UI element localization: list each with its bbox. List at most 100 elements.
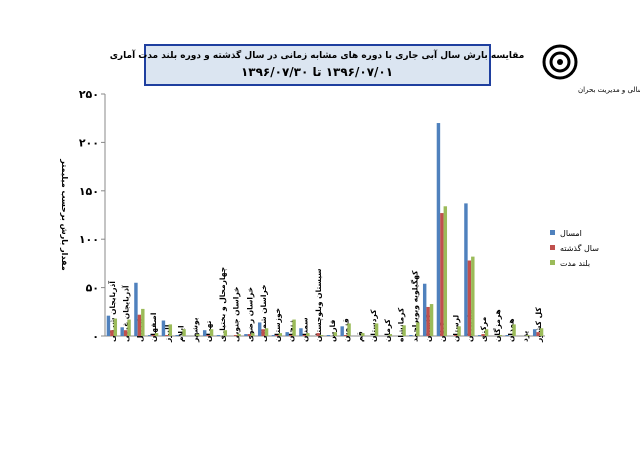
legend-swatch: [550, 230, 555, 235]
bar: [120, 327, 124, 336]
bar: [127, 319, 131, 336]
bar: [326, 335, 331, 336]
legend-label: سال گذشته: [560, 243, 599, 253]
bar: [429, 304, 434, 336]
bar: [512, 324, 516, 336]
x-tick-label: زنجان: [287, 320, 296, 342]
bar: [343, 335, 348, 336]
bar: [498, 335, 503, 336]
title-box: [144, 44, 491, 86]
bar: [247, 334, 252, 336]
bar: [216, 335, 221, 336]
legend-swatch: [550, 260, 555, 265]
bar: [471, 256, 475, 336]
chart-title: مقایسه بارش سال آبی جاری با دوره های مشا…: [110, 49, 525, 61]
legend-label: امسال: [560, 229, 582, 238]
x-tick-label: خراسان شمالی: [259, 285, 268, 342]
bar: [440, 213, 444, 336]
y-tick-label: ۱۰۰: [79, 233, 99, 246]
bar: [237, 334, 241, 336]
y-tick-label: ۲۰۰: [79, 136, 99, 149]
bar: [443, 206, 448, 336]
x-tick-label: سمنان: [300, 317, 309, 342]
bar: [464, 203, 468, 336]
bar: [223, 330, 228, 336]
bar: [161, 320, 166, 336]
bar: [154, 333, 159, 336]
x-tick-label: کردستان: [369, 309, 378, 342]
bar: [347, 323, 351, 336]
logo: [542, 44, 578, 80]
bar: [340, 326, 344, 336]
x-tick-label: قم: [355, 331, 364, 342]
x-tick-label: کل کشور: [534, 307, 543, 343]
y-tick-label: ۵۰: [86, 282, 99, 295]
bar: [374, 323, 379, 336]
bar: [257, 322, 262, 336]
bar: [251, 333, 255, 336]
bar: [539, 328, 544, 336]
x-tick-label: یزد: [520, 330, 529, 342]
x-tick-label: فارس: [328, 320, 337, 342]
x-tick-label: چهارمحال و بختیاری: [218, 267, 227, 342]
y-axis-label: مقدار بارش برحسب میلیمتر: [59, 158, 69, 270]
bar: [453, 335, 458, 336]
bar: [288, 335, 293, 336]
bar: [168, 324, 173, 336]
bar: [141, 308, 145, 336]
bar: [299, 328, 303, 336]
bar: [261, 329, 265, 336]
bar: [285, 332, 289, 336]
x-tick-label: قزوین: [342, 318, 351, 342]
x-tick-label: بوشهر: [190, 317, 199, 343]
bar: [206, 335, 210, 336]
x-tick-label: آذربایجان غربی: [121, 285, 131, 342]
legend-swatch: [550, 245, 555, 250]
x-tick-label: هرمزگان: [493, 309, 502, 342]
x-tick-label: البرز: [163, 325, 172, 343]
bar: [457, 326, 461, 336]
bar: [319, 335, 324, 336]
bar: [244, 334, 248, 336]
x-tick-label: کرمان: [383, 318, 392, 342]
x-tick-label: خراسان جنوبی: [232, 287, 241, 342]
bar: [388, 334, 393, 336]
bar: [484, 329, 489, 336]
bar: [113, 318, 118, 336]
bar: [209, 329, 214, 336]
x-tick-label: خوزستان: [273, 308, 282, 342]
x-tick-label: آذربایجان شرقی: [107, 281, 117, 342]
x-tick-label: تهران: [204, 320, 213, 342]
x-tick-label: همدان: [507, 318, 516, 342]
bar: [316, 333, 320, 336]
x-tick-label: لرستان: [452, 315, 461, 342]
y-tick-label: ۲۵۰: [79, 88, 99, 101]
bar: [134, 282, 138, 336]
bar: [182, 329, 186, 336]
bar: [292, 319, 296, 336]
y-tick-label: ۱۵۰: [79, 185, 99, 198]
bar: [361, 333, 365, 336]
x-tick-label: کهگیلویه وبویراحمد: [410, 270, 419, 342]
bar: [106, 315, 111, 336]
bar: [536, 332, 540, 336]
bar: [151, 335, 155, 336]
bar: [436, 123, 441, 336]
y-tick-label: ۰: [92, 330, 99, 343]
bar: [481, 334, 485, 336]
bar: [306, 333, 310, 336]
legend-label: بلند مدت: [560, 259, 590, 268]
bar: [110, 330, 114, 336]
bar: [467, 260, 472, 336]
org-name: مرکز ملی خشکسالی و مدیریت بحران: [578, 86, 640, 94]
bar: [264, 328, 269, 336]
x-tick-label: ایلام: [177, 325, 186, 342]
bar: [123, 330, 128, 336]
bar: [532, 329, 537, 336]
x-tick-label: اصفهان: [149, 313, 158, 342]
bar: [505, 335, 509, 336]
bar: [137, 314, 142, 336]
bar: [202, 330, 207, 336]
chart-subtitle: ۱۳۹۶/۰۷/۰۱ تا ۱۳۹۶/۰۷/۳۰: [241, 65, 393, 79]
